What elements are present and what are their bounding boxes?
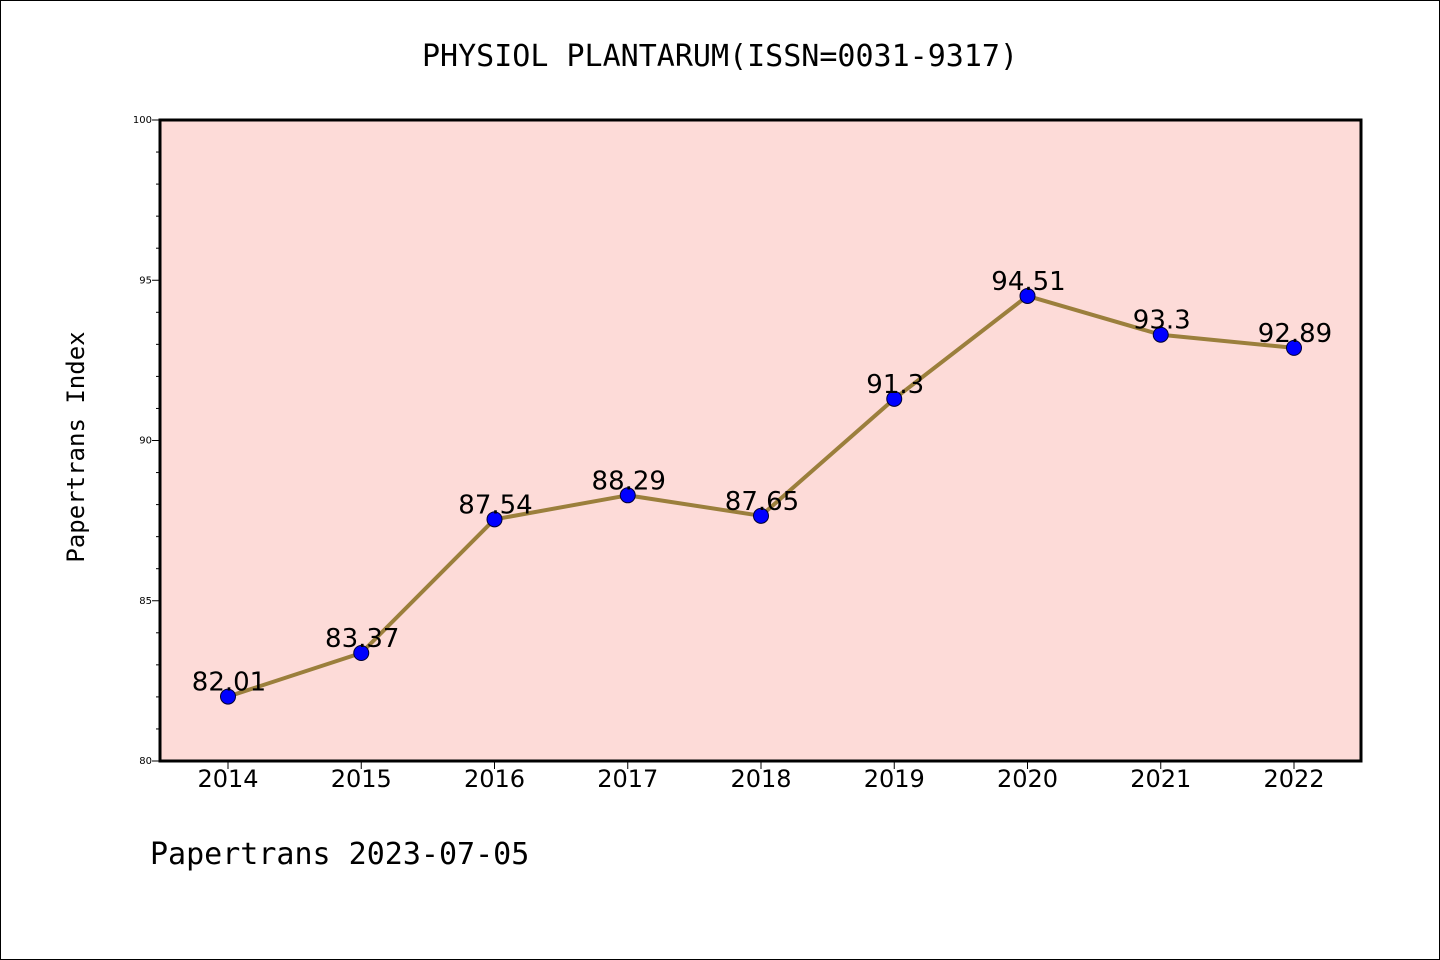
data-label: 83.37 (325, 624, 399, 654)
chart-title: PHYSIOL PLANTARUM(ISSN=0031-9317) (422, 39, 1018, 74)
x-tick-label: 2017 (597, 765, 658, 793)
x-tick-label: 2021 (1130, 765, 1191, 793)
y-tick-label: 95 (139, 275, 152, 286)
data-label: 94.51 (991, 267, 1065, 297)
x-tick-label: 2020 (997, 765, 1058, 793)
data-label: 88.29 (592, 466, 666, 496)
x-tick-label: 2015 (331, 765, 392, 793)
x-tick-label: 2014 (197, 765, 258, 793)
x-tick-label: 2018 (730, 765, 791, 793)
y-tick-label: 80 (139, 756, 152, 767)
data-point-marker (486, 511, 503, 528)
data-point-marker (886, 390, 903, 407)
series-line-group (220, 287, 1302, 705)
data-labels: 82.01 83.37 87.54 88.29 87.65 91.3 94.51 93.3 92… (192, 267, 1332, 698)
data-label: 92.89 (1258, 319, 1332, 349)
data-label: 93.3 (1133, 306, 1191, 336)
data-point-marker (753, 507, 769, 524)
data-label: 91.3 (866, 370, 924, 400)
data-point-marker (220, 688, 236, 705)
y-tick-label: 100 (133, 115, 152, 126)
data-point-marker (619, 487, 636, 504)
footer-source-date: Papertrans 2023-07-05 (150, 837, 529, 872)
y-tick-label: 85 (139, 596, 152, 607)
data-point-marker (1286, 339, 1302, 356)
x-axis: 2014 2015 2016 2017 2018 2019 2020 2021 2022 (197, 761, 1325, 793)
data-point-marker (1152, 326, 1169, 343)
data-label: 87.65 (725, 487, 799, 517)
x-tick-label: 2022 (1263, 765, 1324, 793)
x-tick-label: 2019 (864, 765, 925, 793)
y-tick-label: 90 (139, 436, 152, 447)
data-point-marker (353, 644, 370, 661)
plot-area (158, 118, 1363, 763)
data-label: 87.54 (458, 490, 532, 520)
y-axis: 80 85 90 95 100 (133, 115, 160, 767)
x-tick-label: 2016 (464, 765, 525, 793)
data-label: 82.01 (192, 668, 266, 698)
y-axis-label: Papertrans Index (62, 331, 90, 562)
data-point-marker (1019, 287, 1036, 304)
